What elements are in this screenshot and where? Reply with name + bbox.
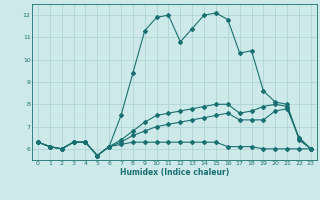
X-axis label: Humidex (Indice chaleur): Humidex (Indice chaleur) xyxy=(120,168,229,177)
